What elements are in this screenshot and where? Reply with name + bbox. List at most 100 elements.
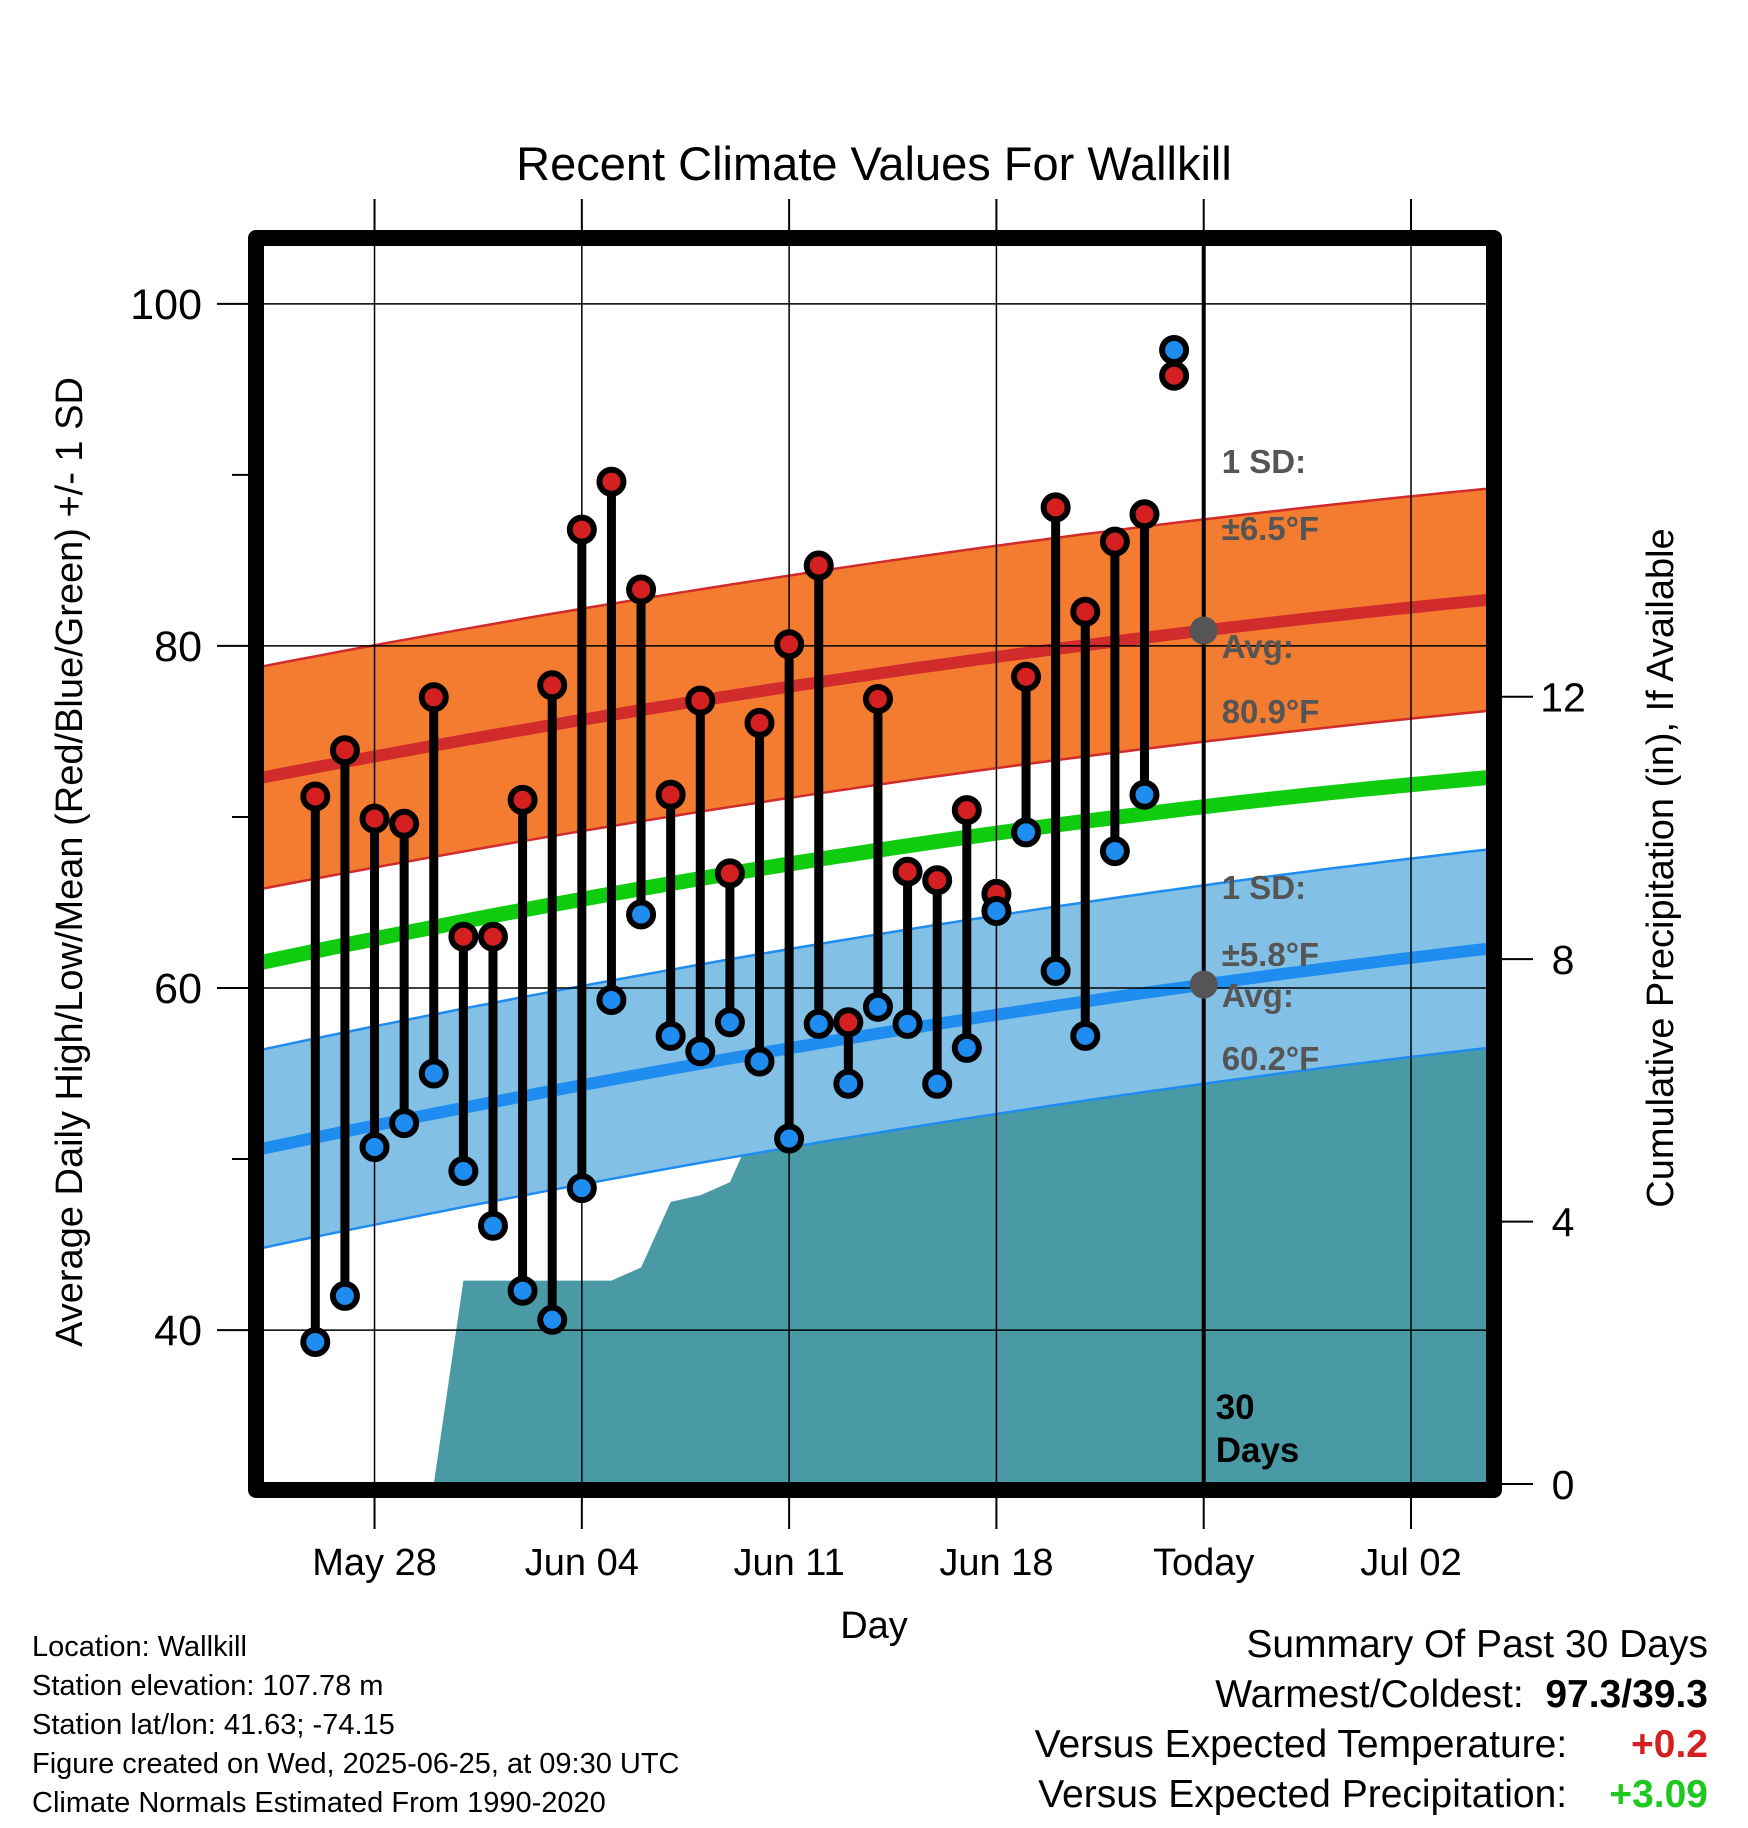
daily-low-point xyxy=(1129,779,1160,810)
daily-low-point xyxy=(1011,817,1042,848)
y-tick-label: 100 xyxy=(130,281,202,329)
low-sd-label: 1 SD: xyxy=(1222,869,1306,906)
x-tick-label: Today xyxy=(1153,1542,1254,1584)
daily-low-point xyxy=(744,1046,775,1077)
x-tick-label: Jun 11 xyxy=(733,1542,844,1584)
low-avg-value: 60.2°F xyxy=(1222,1040,1320,1077)
daily-high-point xyxy=(744,707,775,738)
normal-high-line xyxy=(262,593,1488,784)
y2-tick-label: 8 xyxy=(1552,937,1575,983)
summary-heading: Summary Of Past 30 Days xyxy=(1246,1623,1708,1666)
daily-low-point xyxy=(329,1280,360,1311)
daily-high-point xyxy=(477,921,508,952)
daily-low-point xyxy=(862,991,893,1022)
x-axis-label: Day xyxy=(840,1605,908,1647)
daily-high-point xyxy=(359,803,390,834)
daily-high-point xyxy=(1040,492,1071,523)
y2-tick-label: 4 xyxy=(1552,1200,1575,1246)
y2-tick-label: 0 xyxy=(1552,1462,1575,1508)
figure-created: Figure created on Wed, 2025-06-25, at 09… xyxy=(32,1748,680,1780)
daily-low-point xyxy=(1070,1020,1101,1051)
summary-precip-row: Versus Expected Precipitation: +3.09 xyxy=(1035,1770,1708,1820)
window-days-label: Days xyxy=(1216,1431,1300,1470)
low-avg-label: Avg: xyxy=(1222,977,1294,1014)
y-tick-label: 80 xyxy=(154,623,202,671)
daily-low-point xyxy=(448,1156,479,1187)
daily-low-point xyxy=(981,896,1012,927)
today-low-normal-marker xyxy=(1189,970,1218,999)
high-avg-label: Avg: xyxy=(1222,628,1294,665)
daily-low-point xyxy=(1099,836,1130,867)
plot-area: 1 SD: ±6.5°F Avg: 80.9°F 1 SD: ±5.8°F Avg: 60.2… xyxy=(262,244,1488,1484)
daily-high-point xyxy=(951,795,982,826)
high-sd-upper-line xyxy=(262,487,1488,668)
daily-low-point xyxy=(389,1108,420,1139)
y-tick-label: 40 xyxy=(154,1307,202,1355)
daily-high-point xyxy=(418,682,449,713)
summary-temp-row: Versus Expected Temperature: +0.2 xyxy=(1035,1720,1708,1770)
chart-title: Recent Climate Values For Wallkill xyxy=(516,137,1232,190)
daily-high-point xyxy=(803,550,834,581)
daily-high-point xyxy=(1070,596,1101,627)
y2-tick-label: 12 xyxy=(1540,675,1586,721)
daily-high-point xyxy=(1099,526,1130,557)
precipitation-area xyxy=(315,1011,1488,1484)
daily-low-point xyxy=(566,1173,597,1204)
expected-precip-value: +3.09 xyxy=(1609,1773,1708,1816)
daily-low-point xyxy=(626,899,657,930)
daily-high-point xyxy=(389,808,420,839)
daily-low-point xyxy=(359,1132,390,1163)
expected-temp-label: Versus Expected Temperature: xyxy=(1034,1723,1568,1766)
daily-low-point xyxy=(1159,335,1190,366)
x-tick-label: Jun 18 xyxy=(939,1542,1053,1584)
low-sd-value: ±5.8°F xyxy=(1222,936,1319,973)
climate-normals-note: Climate Normals Estimated From 1990-2020 xyxy=(32,1787,606,1819)
daily-high-point xyxy=(892,856,923,887)
x-tick-label: May 28 xyxy=(312,1542,437,1584)
daily-low-point xyxy=(596,984,627,1015)
daily-high-point xyxy=(300,781,331,812)
low-sd-lower-line xyxy=(262,1046,1488,1250)
high-sd-value: ±6.5°F xyxy=(1222,510,1319,547)
low-sd-band xyxy=(262,849,1488,1248)
daily-low-point xyxy=(300,1327,331,1358)
daily-high-point xyxy=(329,735,360,766)
warmest-coldest-label: Warmest/Coldest: xyxy=(1215,1673,1524,1716)
daily-low-point xyxy=(1040,955,1071,986)
daily-low-point xyxy=(507,1275,538,1306)
station-elevation: Station elevation: 107.78 m xyxy=(32,1670,384,1702)
daily-high-point xyxy=(537,670,568,701)
daily-high-point xyxy=(1129,499,1160,530)
daily-low-point xyxy=(418,1058,449,1089)
daily-high-point xyxy=(922,865,953,896)
daily-low-point xyxy=(892,1008,923,1039)
x-tick-label: Jun 04 xyxy=(525,1542,639,1584)
daily-high-point xyxy=(566,514,597,545)
daily-high-point xyxy=(596,466,627,497)
daily-high-point xyxy=(774,629,805,660)
daily-low-point xyxy=(922,1068,953,1099)
station-info: Location: Wallkill Station elevation: 10… xyxy=(32,1628,680,1823)
x-tick-label: Jul 02 xyxy=(1360,1542,1461,1584)
daily-high-point xyxy=(655,779,686,810)
high-avg-value: 80.9°F xyxy=(1222,693,1320,730)
daily-high-point xyxy=(1011,661,1042,692)
plot-frame xyxy=(248,230,1502,1498)
y-tick-label: 60 xyxy=(154,965,202,1013)
summary-panel: Summary Of Past 30 Days Warmest/Coldest:… xyxy=(1035,1620,1708,1820)
daily-high-point xyxy=(448,921,479,952)
high-sd-label: 1 SD: xyxy=(1222,443,1306,480)
daily-high-point xyxy=(833,1007,864,1038)
expected-precip-label: Versus Expected Precipitation: xyxy=(1038,1773,1568,1816)
summary-warmest-row: Warmest/Coldest: 97.3/39.3 xyxy=(1035,1670,1708,1720)
daily-high-point xyxy=(507,784,538,815)
expected-temp-value: +0.2 xyxy=(1631,1723,1708,1766)
daily-high-point xyxy=(685,685,716,716)
station-location: Location: Wallkill xyxy=(32,1631,247,1663)
daily-low-point xyxy=(774,1123,805,1154)
daily-low-point xyxy=(714,1007,745,1038)
today-high-normal-marker xyxy=(1189,616,1218,645)
daily-low-point xyxy=(655,1020,686,1051)
warmest-coldest-value: 97.3/39.3 xyxy=(1545,1673,1708,1716)
daily-low-point xyxy=(833,1068,864,1099)
